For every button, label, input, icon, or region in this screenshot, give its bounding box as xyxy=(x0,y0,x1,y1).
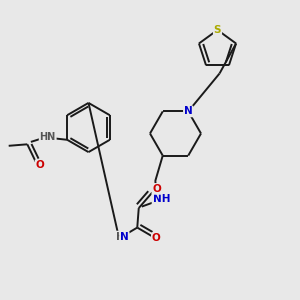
Text: N: N xyxy=(184,106,193,116)
Text: HN: HN xyxy=(40,132,56,142)
Text: H: H xyxy=(116,232,125,242)
Text: O: O xyxy=(152,184,161,194)
Text: NH: NH xyxy=(152,194,170,204)
Text: S: S xyxy=(214,25,221,35)
Text: O: O xyxy=(35,160,44,170)
Text: O: O xyxy=(152,233,161,243)
Text: N: N xyxy=(120,232,129,242)
